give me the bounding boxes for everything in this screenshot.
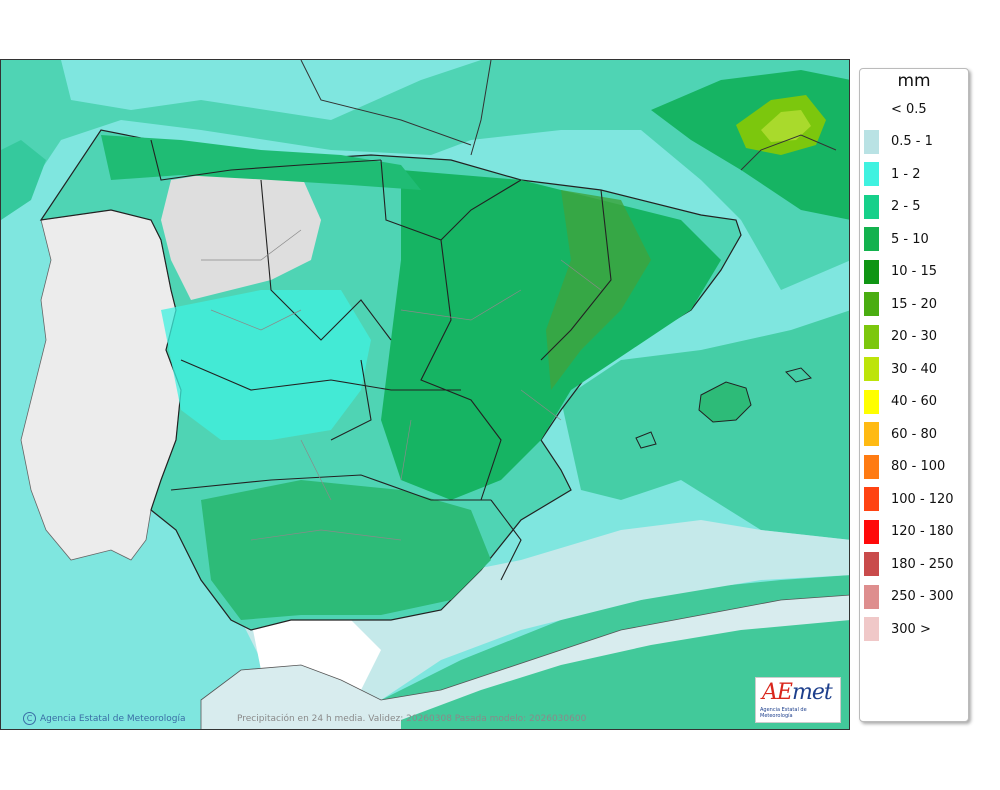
- copyright-icon: C: [23, 712, 36, 725]
- spain-precip-south: [201, 480, 491, 620]
- legend-label: 80 - 100: [891, 459, 946, 474]
- spain-precip-cyan: [161, 290, 371, 440]
- legend: mm < 0.5 0.5 - 1 1 - 2 2 - 5 5 - 10 10 - 15 15…: [859, 68, 969, 722]
- credit-line: C Agencia Estatal de Meteorología: [23, 712, 186, 725]
- sea-precip-north: [1, 60, 849, 290]
- region-borders: [150, 139, 612, 581]
- map-caption: Precipitación en 24 h media. Validez: 20…: [237, 714, 587, 724]
- aemet-logo: AEmet Agencia Estatal de Meteorología: [755, 677, 841, 723]
- africa-precip: [401, 620, 849, 729]
- legend-swatch: [864, 552, 879, 576]
- legend-item: 60 - 80: [864, 422, 937, 446]
- legend-item: 5 - 10: [864, 227, 929, 251]
- legend-label: 100 - 120: [891, 491, 954, 507]
- legend-label: 0.5 - 1: [891, 134, 933, 149]
- legend-swatch: [864, 357, 879, 381]
- legend-label: 1 - 2: [891, 166, 921, 182]
- legend-item: 250 - 300: [864, 584, 954, 609]
- legend-item: 15 - 20: [864, 292, 937, 316]
- legend-swatch: [864, 617, 879, 641]
- legend-swatch: [864, 584, 879, 609]
- legend-item: 20 - 30: [864, 324, 938, 349]
- legend-label: 250 - 300: [891, 589, 954, 604]
- logo-subtitle: Agencia Estatal de Meteorología: [760, 707, 807, 719]
- legend-label: 300 >: [891, 621, 931, 637]
- sea-precip-west: [1, 140, 46, 220]
- legend-swatch: [864, 97, 879, 121]
- legend-label: 15 - 20: [891, 296, 938, 312]
- legend-swatch: [864, 454, 879, 479]
- legend-swatch: [864, 519, 879, 544]
- ibiza: [635, 431, 657, 449]
- legend-swatch: [864, 162, 879, 186]
- france-coast: [300, 60, 837, 171]
- spain-precip-aragon: [546, 190, 651, 390]
- legend-item: 40 - 60: [864, 389, 938, 414]
- legend-label: 40 - 60: [891, 394, 938, 409]
- province-borders: [201, 229, 602, 541]
- legend-item: 30 - 40: [864, 357, 937, 381]
- legend-label: 20 - 30: [891, 329, 938, 344]
- legend-label: 2 - 5: [891, 199, 921, 214]
- sea-precip-east: [561, 310, 849, 540]
- legend-label: < 0.5: [891, 101, 927, 117]
- menorca: [785, 367, 812, 383]
- legend-item: 2 - 5: [864, 194, 921, 219]
- spain-precip-north-coast: [101, 135, 421, 190]
- legend-item: 180 - 250: [864, 552, 954, 576]
- legend-swatch: [864, 227, 879, 251]
- legend-label: 30 - 40: [891, 361, 938, 377]
- legend-item: 100 - 120: [864, 487, 954, 511]
- map-canvas: [1, 60, 849, 729]
- precipitation-map: C Agencia Estatal de Meteorología Precip…: [0, 59, 850, 730]
- credit-text: Agencia Estatal de Meteorología: [40, 713, 186, 724]
- dry-sea-sw: [241, 520, 849, 700]
- legend-label: 10 - 15: [891, 264, 938, 279]
- legend-label: 180 - 250: [891, 556, 954, 572]
- logo-wordmark: AEmet: [762, 680, 833, 705]
- sea-precip-peak: [761, 110, 811, 142]
- legend-item: 0.5 - 1: [864, 129, 933, 154]
- legend-label: 120 - 180: [891, 524, 954, 539]
- legend-swatch: [864, 487, 879, 511]
- legend-swatch: [864, 259, 879, 284]
- legend-swatch: [864, 129, 879, 154]
- legend-item: 300 >: [864, 617, 931, 641]
- legend-item: 120 - 180: [864, 519, 954, 544]
- legend-swatch: [864, 422, 879, 446]
- legend-unit: mm: [897, 71, 931, 91]
- legend-item: 80 - 100: [864, 454, 946, 479]
- legend-swatch: [864, 389, 879, 414]
- legend-swatch: [864, 324, 879, 349]
- mallorca: [698, 381, 752, 423]
- legend-swatch: [864, 292, 879, 316]
- legend-label: 60 - 80: [891, 426, 938, 442]
- legend-item: 1 - 2: [864, 162, 921, 186]
- legend-item: < 0.5: [864, 97, 927, 121]
- legend-swatch: [864, 194, 879, 219]
- spain-dry-north: [161, 170, 321, 300]
- legend-label: 5 - 10: [891, 231, 929, 247]
- legend-item: 10 - 15: [864, 259, 938, 284]
